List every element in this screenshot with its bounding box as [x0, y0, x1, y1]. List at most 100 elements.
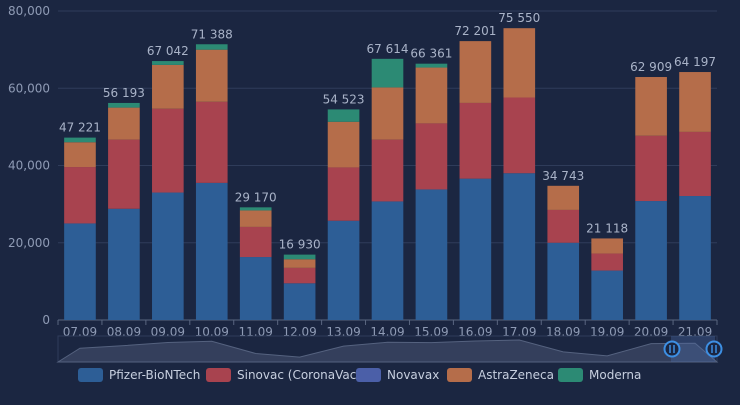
legend-label[interactable]: Sinovac (CoronaVac) [237, 368, 361, 382]
bar-segment[interactable] [239, 257, 272, 320]
x-tick-label: 10.09 [195, 325, 229, 339]
bar-segment[interactable] [503, 28, 536, 98]
x-tick-label: 17.09 [502, 325, 536, 339]
bar-segment[interactable] [64, 167, 96, 224]
bar-segment[interactable] [547, 185, 580, 210]
bar-segment[interactable] [547, 209, 580, 243]
bar-segment[interactable] [635, 201, 667, 320]
total-label: 72 201 [454, 24, 496, 38]
total-label: 29 170 [235, 190, 277, 204]
bar-segment[interactable] [679, 131, 711, 197]
bar-segment[interactable] [108, 102, 140, 108]
bar-segment[interactable] [195, 44, 228, 50]
total-label: 16 930 [279, 238, 321, 252]
x-tick-label: 13.09 [326, 325, 360, 339]
x-tick-label: 15.09 [414, 325, 448, 339]
bar-segment[interactable] [64, 137, 96, 143]
bar-segment[interactable] [327, 109, 360, 122]
bar-segment[interactable] [415, 63, 448, 68]
bar-segment[interactable] [371, 201, 404, 320]
legend-label[interactable]: Pfizer-BioNTech [109, 368, 200, 382]
y-tick-label: 0 [42, 313, 50, 327]
bar-segment[interactable] [591, 270, 623, 320]
bar-segment[interactable] [152, 64, 184, 109]
bar-segment[interactable] [459, 41, 492, 103]
bar-segment[interactable] [283, 254, 316, 260]
bar-segment[interactable] [327, 220, 360, 320]
bar-segment[interactable] [459, 178, 492, 320]
bar-segment[interactable] [152, 61, 184, 65]
bar-segment[interactable] [415, 123, 448, 190]
x-tick-label: 14.09 [370, 325, 404, 339]
total-label: 34 743 [542, 169, 584, 183]
bar-segment[interactable] [591, 238, 623, 254]
bar-segment[interactable] [327, 121, 360, 168]
legend-swatch[interactable] [447, 368, 472, 382]
bar-segment[interactable] [239, 226, 272, 258]
total-label: 21 118 [586, 221, 628, 235]
x-tick-label: 18.09 [546, 325, 580, 339]
legend-swatch[interactable] [356, 368, 381, 382]
bar-segment[interactable] [635, 135, 667, 202]
legend-label[interactable]: Novavax [387, 368, 439, 382]
y-tick-label: 80,000 [8, 4, 50, 18]
bar-segment[interactable] [239, 207, 272, 211]
bar-segment[interactable] [327, 167, 360, 221]
y-tick-label: 20,000 [8, 236, 50, 250]
y-tick-label: 60,000 [8, 81, 50, 95]
bar-segment[interactable] [635, 77, 667, 136]
bar-segment[interactable] [283, 259, 316, 268]
data-zoom-handle[interactable] [663, 340, 681, 358]
x-tick-label: 07.09 [63, 325, 97, 339]
bar-segment[interactable] [108, 139, 140, 209]
legend-label[interactable]: Moderna [589, 368, 641, 382]
total-label: 75 550 [498, 11, 540, 25]
data-zoom-handle[interactable] [705, 340, 723, 358]
bar-segment[interactable] [152, 192, 184, 320]
x-tick-label: 19.09 [590, 325, 624, 339]
bar-segment[interactable] [108, 107, 140, 140]
x-tick-label: 11.09 [239, 325, 273, 339]
total-label: 71 388 [191, 27, 233, 41]
legend-swatch[interactable] [206, 368, 231, 382]
total-label: 66 361 [410, 47, 452, 61]
bar-segment[interactable] [195, 182, 228, 320]
bar-segment[interactable] [679, 196, 711, 320]
bar-segment[interactable] [64, 142, 96, 168]
data-zoom-preview [56, 339, 719, 363]
bar-segment[interactable] [64, 223, 96, 320]
total-label: 67 042 [147, 44, 189, 58]
y-tick-label: 40,000 [8, 159, 50, 173]
bar-segment[interactable] [108, 208, 140, 320]
total-label: 56 193 [103, 86, 145, 100]
total-label: 67 614 [367, 42, 409, 56]
bar-segment[interactable] [195, 101, 228, 183]
bar-segment[interactable] [591, 253, 623, 271]
bar-segment[interactable] [283, 283, 316, 320]
legend-swatch[interactable] [558, 368, 583, 382]
bar-segment[interactable] [415, 189, 448, 320]
bar-segment[interactable] [371, 87, 404, 140]
legend-label[interactable]: AstraZeneca [478, 368, 554, 382]
bar-segment[interactable] [371, 139, 404, 202]
total-label: 47 221 [59, 121, 101, 135]
bar-segment[interactable] [547, 242, 580, 320]
bar-segment[interactable] [679, 72, 711, 132]
bar-segment[interactable] [152, 108, 184, 193]
x-tick-label: 16.09 [458, 325, 492, 339]
bar-segment[interactable] [503, 173, 536, 320]
total-label: 62 909 [630, 60, 672, 74]
bar-segment[interactable] [371, 58, 404, 88]
x-tick-label: 08.09 [107, 325, 141, 339]
total-label: 64 197 [674, 55, 716, 69]
legend-swatch[interactable] [78, 368, 103, 382]
bar-segment[interactable] [283, 267, 316, 284]
bar-segment[interactable] [459, 102, 492, 179]
bar-segment[interactable] [503, 97, 536, 174]
bar-segment[interactable] [195, 49, 228, 102]
bar-segment[interactable] [415, 67, 448, 124]
x-tick-label: 20.09 [634, 325, 668, 339]
bar-segment[interactable] [239, 210, 272, 227]
